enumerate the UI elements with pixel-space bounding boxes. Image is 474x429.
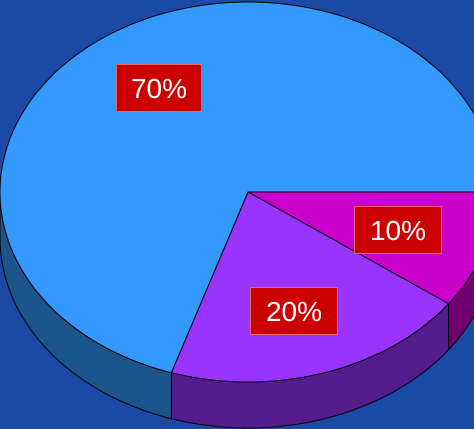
pie-top: [0, 1, 474, 383]
slice-label-70: 70%: [116, 64, 202, 112]
slice-label-10: 10%: [354, 206, 442, 254]
slice-label-20: 20%: [250, 287, 338, 335]
